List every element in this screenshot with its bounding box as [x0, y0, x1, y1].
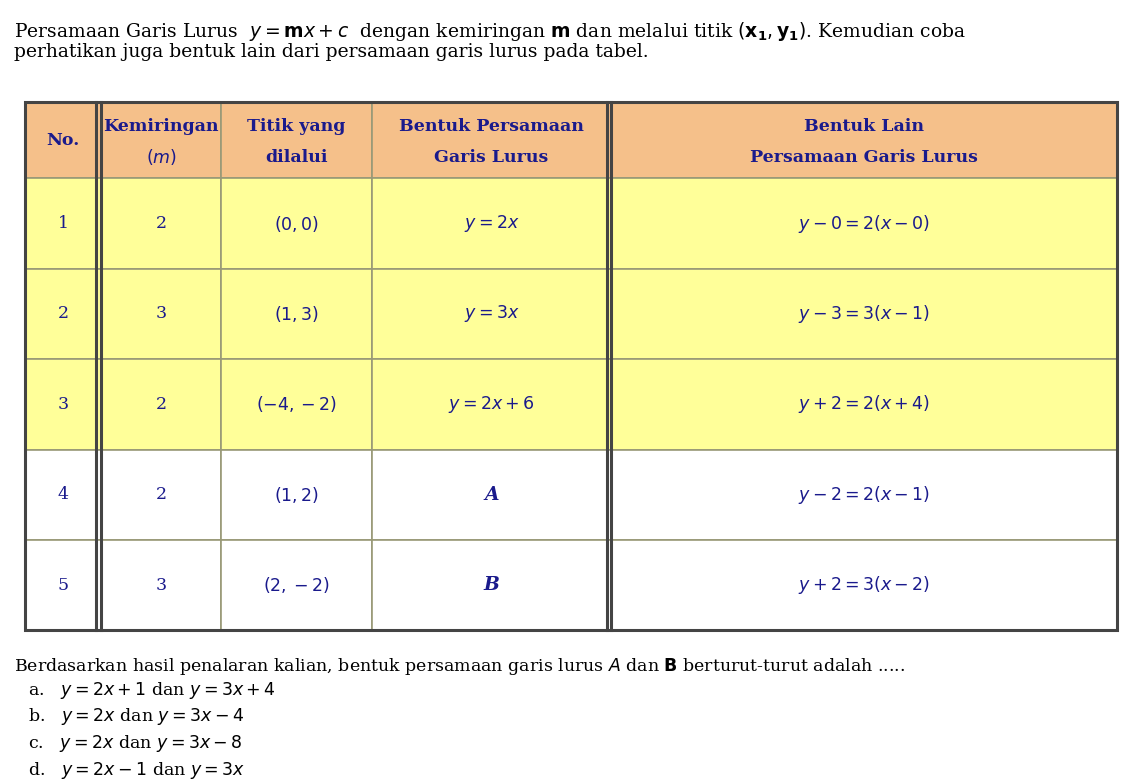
Text: dilalui: dilalui: [266, 149, 327, 166]
Text: 2: 2: [155, 396, 166, 413]
Text: $y + 2 = 3(x - 2)$: $y + 2 = 3(x - 2)$: [798, 574, 930, 596]
Bar: [25, 269, 100, 359]
Text: $y - 2 = 2(x - 1)$: $y - 2 = 2(x - 1)$: [798, 484, 930, 506]
Text: c.   $y = 2x$ dan $y = 3x - 8$: c. $y = 2x$ dan $y = 3x - 8$: [28, 733, 243, 754]
Bar: [100, 102, 221, 179]
Text: $(m)$: $(m)$: [146, 147, 177, 168]
Text: 2: 2: [57, 305, 68, 323]
Text: $y = 2x + 6$: $y = 2x + 6$: [448, 394, 535, 415]
Text: Kemiringan: Kemiringan: [104, 117, 219, 135]
Bar: [25, 179, 100, 269]
Text: Garis Lurus: Garis Lurus: [434, 149, 548, 166]
Text: $(-4 ,-2 )$: $(-4 ,-2 )$: [256, 395, 337, 414]
Text: 3: 3: [57, 396, 68, 413]
Bar: [25, 102, 100, 179]
Bar: [611, 102, 1117, 179]
Text: b.   $y = 2x$ dan $y = 3x - 4$: b. $y = 2x$ dan $y = 3x - 4$: [28, 706, 245, 727]
Text: $y - 0 = 2(x - 0)$: $y - 0 = 2(x - 0)$: [798, 213, 930, 235]
Text: perhatikan juga bentuk lain dari persamaan garis lurus pada tabel.: perhatikan juga bentuk lain dari persama…: [14, 43, 649, 61]
Text: $y + 2 = 2(x + 4)$: $y + 2 = 2(x + 4)$: [798, 393, 930, 415]
Text: a.   $y = 2x + 1$ dan $y = 3x + 4$: a. $y = 2x + 1$ dan $y = 3x + 4$: [28, 680, 276, 701]
Text: 1: 1: [57, 215, 68, 232]
Bar: [25, 449, 100, 540]
Text: Berdasarkan hasil penalaran kalian, bentuk persamaan garis lurus $A$ dan $\mathb: Berdasarkan hasil penalaran kalian, bent…: [14, 656, 905, 677]
Text: 4: 4: [57, 486, 68, 503]
Bar: [25, 359, 100, 449]
Bar: [221, 102, 372, 179]
Text: 2: 2: [155, 486, 166, 503]
Text: B: B: [483, 576, 499, 594]
Text: $(0 , 0)$: $(0 , 0)$: [274, 214, 319, 233]
Text: $( 2, -2)$: $( 2, -2)$: [263, 576, 329, 595]
Bar: [372, 102, 611, 179]
Text: Persamaan Garis Lurus: Persamaan Garis Lurus: [750, 149, 978, 166]
Text: $y = 2x$: $y = 2x$: [464, 213, 519, 234]
Text: 2: 2: [155, 215, 166, 232]
Text: A: A: [484, 485, 498, 503]
Text: 3: 3: [155, 305, 166, 323]
Text: Titik yang: Titik yang: [247, 117, 345, 135]
Text: Persamaan Garis Lurus  $y = \mathbf{m}x + c$  dengan kemiringan $\mathbf{m}$ dan: Persamaan Garis Lurus $y = \mathbf{m}x +…: [14, 20, 966, 42]
Text: $(1 , 3 )$: $(1 , 3 )$: [274, 304, 319, 324]
Text: $(1, 2)$: $(1, 2)$: [274, 485, 319, 505]
Text: Bentuk Lain: Bentuk Lain: [804, 117, 925, 135]
Text: d.   $y = 2x - 1$ dan $y = 3x$: d. $y = 2x - 1$ dan $y = 3x$: [28, 760, 246, 781]
Text: Bentuk Persamaan: Bentuk Persamaan: [399, 117, 584, 135]
Text: No.: No.: [47, 132, 80, 149]
Text: 5: 5: [57, 576, 68, 594]
Text: $y - 3 = 3(x - 1)$: $y - 3 = 3(x - 1)$: [798, 303, 930, 325]
Text: 3: 3: [155, 576, 166, 594]
Text: $y = 3x$: $y = 3x$: [464, 304, 519, 324]
Bar: [25, 540, 100, 630]
